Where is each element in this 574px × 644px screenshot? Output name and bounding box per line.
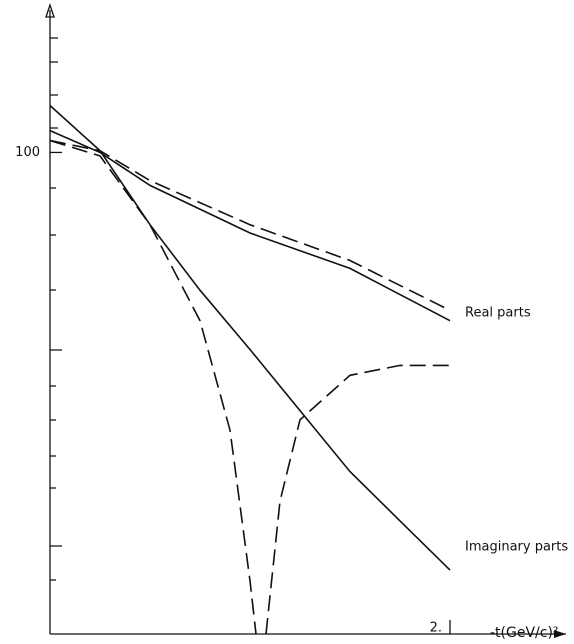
- x-tick-label: 2.: [430, 621, 442, 636]
- line: [50, 139, 450, 634]
- x-axis-label: -t(GeV/c)²: [490, 625, 559, 641]
- x-arrow: [554, 630, 566, 638]
- axes: [45, 2, 566, 635]
- annotation: Imaginary parts: [465, 540, 568, 555]
- line: [50, 129, 451, 322]
- line: [50, 139, 451, 312]
- minor-ticks: [50, 37, 62, 581]
- line: [50, 104, 451, 571]
- y-tick-label: 100: [15, 145, 40, 160]
- annotation: Real parts: [465, 306, 531, 321]
